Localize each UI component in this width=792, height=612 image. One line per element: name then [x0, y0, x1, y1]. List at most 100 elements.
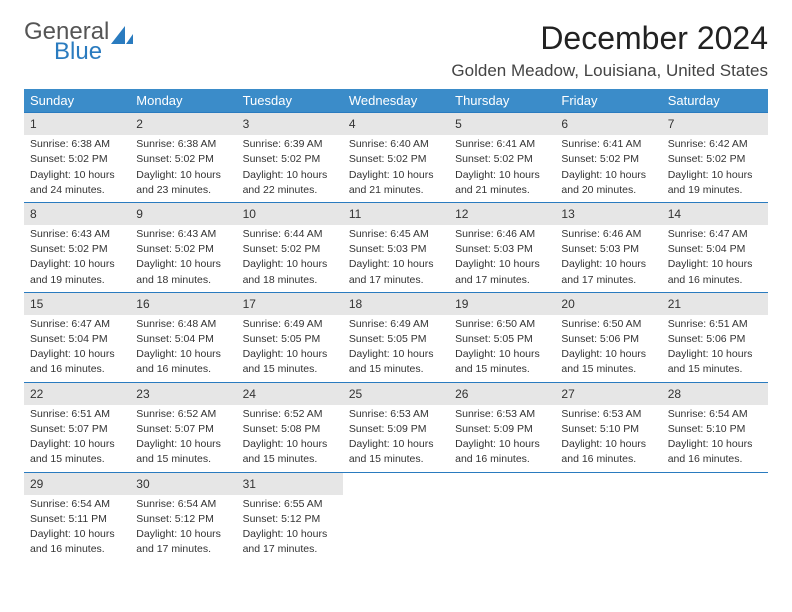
day-number: 3	[237, 113, 343, 135]
day-line: and 16 minutes.	[668, 452, 762, 466]
day-line: Sunset: 5:02 PM	[30, 242, 124, 256]
day-body: Sunrise: 6:52 AMSunset: 5:08 PMDaylight:…	[237, 405, 343, 472]
day-line: Daylight: 10 hours	[668, 168, 762, 182]
day-body: Sunrise: 6:43 AMSunset: 5:02 PMDaylight:…	[130, 225, 236, 292]
day-line: Daylight: 10 hours	[349, 257, 443, 271]
day-line: Daylight: 10 hours	[668, 437, 762, 451]
calendar-cell: 28Sunrise: 6:54 AMSunset: 5:10 PMDayligh…	[662, 382, 768, 472]
weekday-header: Wednesday	[343, 89, 449, 113]
day-line: Sunrise: 6:51 AM	[30, 407, 124, 421]
day-line: Sunset: 5:08 PM	[243, 422, 337, 436]
day-line: Sunrise: 6:38 AM	[30, 137, 124, 151]
month-title: December 2024	[451, 20, 768, 57]
day-body: Sunrise: 6:53 AMSunset: 5:10 PMDaylight:…	[555, 405, 661, 472]
day-line: Sunrise: 6:40 AM	[349, 137, 443, 151]
day-body: Sunrise: 6:42 AMSunset: 5:02 PMDaylight:…	[662, 135, 768, 202]
calendar-cell: 21Sunrise: 6:51 AMSunset: 5:06 PMDayligh…	[662, 292, 768, 382]
calendar-cell: 15Sunrise: 6:47 AMSunset: 5:04 PMDayligh…	[24, 292, 130, 382]
day-body: Sunrise: 6:47 AMSunset: 5:04 PMDaylight:…	[24, 315, 130, 382]
day-line: and 17 minutes.	[455, 273, 549, 287]
day-number: 31	[237, 473, 343, 495]
day-line: Sunset: 5:05 PM	[455, 332, 549, 346]
day-number: 4	[343, 113, 449, 135]
day-line: and 16 minutes.	[30, 362, 124, 376]
day-number: 20	[555, 293, 661, 315]
day-line: and 18 minutes.	[136, 273, 230, 287]
day-line: Sunset: 5:02 PM	[243, 242, 337, 256]
day-line: Sunset: 5:07 PM	[30, 422, 124, 436]
day-line: Sunset: 5:04 PM	[668, 242, 762, 256]
calendar-cell: 22Sunrise: 6:51 AMSunset: 5:07 PMDayligh…	[24, 382, 130, 472]
day-line: and 23 minutes.	[136, 183, 230, 197]
calendar-row: 1Sunrise: 6:38 AMSunset: 5:02 PMDaylight…	[24, 113, 768, 203]
day-line: and 16 minutes.	[668, 273, 762, 287]
day-line: Sunrise: 6:50 AM	[561, 317, 655, 331]
day-body: Sunrise: 6:54 AMSunset: 5:11 PMDaylight:…	[24, 495, 130, 562]
day-line: Sunset: 5:02 PM	[455, 152, 549, 166]
day-line: Sunrise: 6:53 AM	[349, 407, 443, 421]
day-body: Sunrise: 6:38 AMSunset: 5:02 PMDaylight:…	[130, 135, 236, 202]
day-line: Sunrise: 6:46 AM	[455, 227, 549, 241]
day-line: and 15 minutes.	[349, 452, 443, 466]
day-body: Sunrise: 6:50 AMSunset: 5:05 PMDaylight:…	[449, 315, 555, 382]
logo-sail-icon	[111, 26, 133, 44]
day-number: 28	[662, 383, 768, 405]
day-line: Sunset: 5:12 PM	[243, 512, 337, 526]
day-line: Sunset: 5:06 PM	[561, 332, 655, 346]
day-line: Sunrise: 6:39 AM	[243, 137, 337, 151]
day-line: and 16 minutes.	[136, 362, 230, 376]
weekday-header: Thursday	[449, 89, 555, 113]
day-line: and 17 minutes.	[561, 273, 655, 287]
day-line: and 21 minutes.	[455, 183, 549, 197]
day-number: 22	[24, 383, 130, 405]
day-line: Daylight: 10 hours	[30, 257, 124, 271]
day-line: Sunrise: 6:53 AM	[561, 407, 655, 421]
day-line: and 15 minutes.	[668, 362, 762, 376]
day-line: Sunrise: 6:49 AM	[349, 317, 443, 331]
calendar-cell: 2Sunrise: 6:38 AMSunset: 5:02 PMDaylight…	[130, 113, 236, 203]
day-line: Sunrise: 6:47 AM	[30, 317, 124, 331]
day-line: Sunset: 5:02 PM	[136, 152, 230, 166]
day-number: 16	[130, 293, 236, 315]
calendar-cell: 3Sunrise: 6:39 AMSunset: 5:02 PMDaylight…	[237, 113, 343, 203]
location: Golden Meadow, Louisiana, United States	[451, 61, 768, 81]
day-number: 12	[449, 203, 555, 225]
day-number: 7	[662, 113, 768, 135]
calendar-cell	[343, 472, 449, 561]
day-body: Sunrise: 6:55 AMSunset: 5:12 PMDaylight:…	[237, 495, 343, 562]
day-line: Daylight: 10 hours	[455, 168, 549, 182]
calendar-cell: 25Sunrise: 6:53 AMSunset: 5:09 PMDayligh…	[343, 382, 449, 472]
day-line: Daylight: 10 hours	[668, 347, 762, 361]
day-line: Sunrise: 6:55 AM	[243, 497, 337, 511]
weekday-header: Sunday	[24, 89, 130, 113]
day-line: Daylight: 10 hours	[349, 347, 443, 361]
day-line: and 24 minutes.	[30, 183, 124, 197]
day-number: 27	[555, 383, 661, 405]
calendar-cell: 27Sunrise: 6:53 AMSunset: 5:10 PMDayligh…	[555, 382, 661, 472]
day-line: Sunrise: 6:43 AM	[136, 227, 230, 241]
calendar-cell: 26Sunrise: 6:53 AMSunset: 5:09 PMDayligh…	[449, 382, 555, 472]
calendar-cell: 13Sunrise: 6:46 AMSunset: 5:03 PMDayligh…	[555, 202, 661, 292]
day-line: Daylight: 10 hours	[243, 257, 337, 271]
day-line: Daylight: 10 hours	[136, 437, 230, 451]
day-line: and 15 minutes.	[349, 362, 443, 376]
day-number: 5	[449, 113, 555, 135]
calendar-body: 1Sunrise: 6:38 AMSunset: 5:02 PMDaylight…	[24, 113, 768, 562]
day-line: Sunset: 5:02 PM	[30, 152, 124, 166]
day-line: and 18 minutes.	[243, 273, 337, 287]
day-line: Sunset: 5:03 PM	[455, 242, 549, 256]
day-number: 1	[24, 113, 130, 135]
day-line: and 21 minutes.	[349, 183, 443, 197]
day-number: 29	[24, 473, 130, 495]
day-line: Sunset: 5:09 PM	[455, 422, 549, 436]
weekday-header: Friday	[555, 89, 661, 113]
day-line: Sunset: 5:11 PM	[30, 512, 124, 526]
header: General Blue December 2024 Golden Meadow…	[24, 20, 768, 81]
day-body: Sunrise: 6:54 AMSunset: 5:12 PMDaylight:…	[130, 495, 236, 562]
day-line: Sunrise: 6:46 AM	[561, 227, 655, 241]
day-number: 13	[555, 203, 661, 225]
day-number: 9	[130, 203, 236, 225]
calendar-cell: 6Sunrise: 6:41 AMSunset: 5:02 PMDaylight…	[555, 113, 661, 203]
day-line: Sunset: 5:02 PM	[349, 152, 443, 166]
day-line: Daylight: 10 hours	[136, 347, 230, 361]
